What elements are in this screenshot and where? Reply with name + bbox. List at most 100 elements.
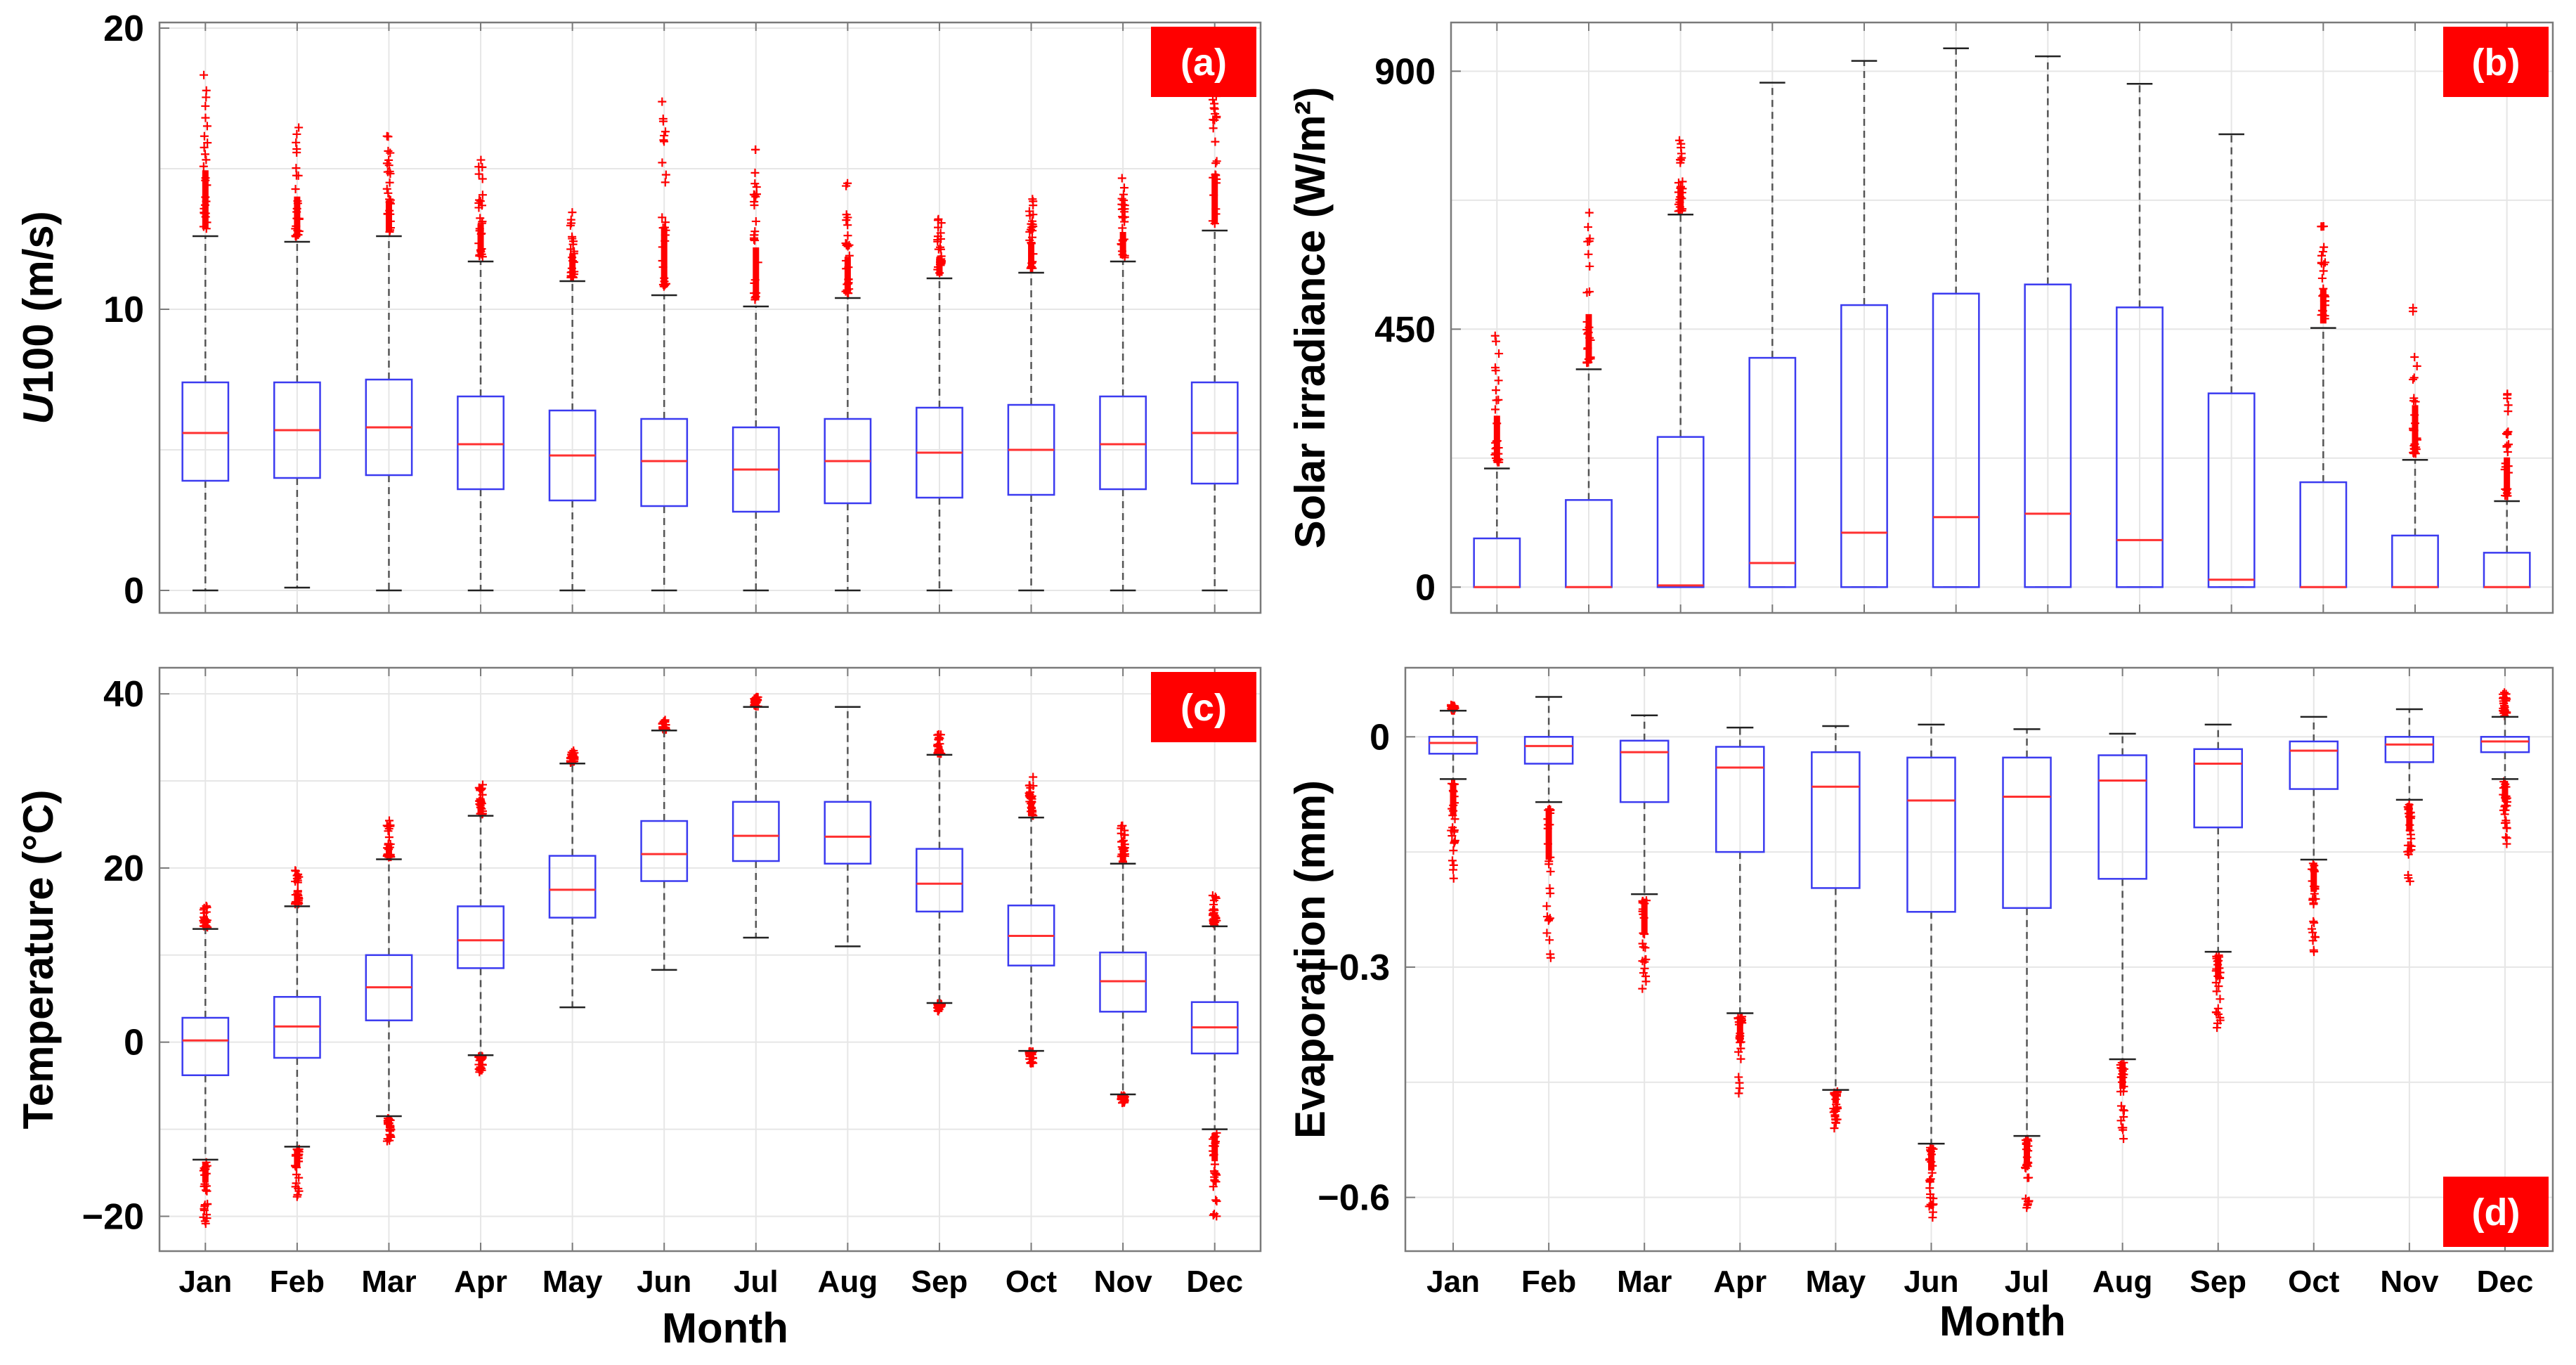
box-mar	[1619, 714, 1670, 993]
outlier-marker	[2024, 1197, 2033, 1206]
outlier-marker	[199, 162, 208, 171]
outlier-marker	[843, 231, 852, 240]
outlier-marker	[2116, 1101, 2126, 1111]
outlier-marker	[1211, 159, 1221, 168]
outlier-marker	[2409, 307, 2418, 316]
box-mar	[365, 816, 413, 1146]
outlier-marker	[385, 167, 394, 176]
outlier-marker	[385, 178, 394, 187]
outlier-marker	[294, 123, 304, 132]
outlier-marker	[1584, 223, 1593, 232]
y-tick-label: 10	[103, 290, 144, 330]
outlier-marker	[934, 223, 943, 232]
iqr-box	[2116, 306, 2164, 588]
outlier-marker	[750, 231, 759, 240]
outlier-marker	[1209, 124, 1218, 133]
outliers-low	[474, 1052, 487, 1077]
box-oct	[2289, 716, 2339, 957]
box-sep	[916, 214, 963, 592]
outliers-high	[1024, 195, 1038, 273]
outlier-marker	[1546, 953, 1555, 962]
outliers-low	[2308, 859, 2320, 957]
outlier-marker	[2319, 222, 2328, 231]
outlier-marker	[202, 1210, 211, 1219]
outlier-marker	[2502, 694, 2511, 704]
iqr-box	[731, 801, 780, 862]
outliers-low	[1447, 779, 1459, 883]
panel-label-badge	[1151, 672, 1256, 742]
outliers-low	[290, 1144, 304, 1201]
outlier-marker	[1495, 349, 1504, 358]
outlier-marker	[384, 132, 393, 141]
outlier-marker	[2500, 688, 2509, 697]
box-sep	[2207, 133, 2256, 588]
outliers-low	[1925, 1143, 1938, 1222]
y-axis-title: Evaporation (mm)	[1287, 780, 1334, 1139]
outlier-marker	[1210, 99, 1219, 108]
iqr-box	[1811, 751, 1861, 889]
outlier-marker	[658, 158, 667, 167]
y-tick-label: 900	[1374, 51, 1436, 92]
outlier-marker	[200, 1182, 209, 1191]
outliers-high	[1117, 821, 1130, 867]
outlier-marker	[2213, 1009, 2223, 1018]
box-jul	[731, 692, 780, 939]
panel-label: (b)	[2472, 41, 2520, 84]
outlier-marker	[2407, 841, 2416, 850]
iqr-box	[824, 801, 872, 865]
y-axis-title: U100 (m/s)	[15, 211, 62, 424]
outlier-marker	[2308, 928, 2317, 937]
outlier-marker	[384, 833, 393, 842]
y-tick-label: 0	[1370, 717, 1390, 758]
outliers-high	[841, 179, 854, 298]
outlier-marker	[476, 197, 485, 206]
outlier-marker	[1117, 821, 1126, 830]
outlier-marker	[1639, 969, 1648, 978]
y-tick-label: 20	[103, 848, 144, 889]
outlier-marker	[2502, 833, 2511, 842]
outlier-marker	[2320, 242, 2329, 252]
iqr-box	[457, 395, 505, 491]
panel-label: (a)	[1180, 41, 1227, 84]
outlier-marker	[2119, 1112, 2128, 1121]
y-tick-label: −0.6	[1318, 1178, 1390, 1219]
outlier-marker	[384, 816, 393, 825]
outliers-low	[1733, 1012, 1747, 1098]
box-sep	[2193, 723, 2243, 1033]
outlier-marker	[1491, 337, 1500, 346]
outlier-marker	[1641, 977, 1651, 986]
iqr-box	[1840, 304, 1888, 588]
outlier-marker	[1119, 196, 1128, 205]
outlier-marker	[382, 159, 391, 168]
outlier-marker	[382, 184, 391, 193]
outlier-marker	[843, 221, 852, 230]
outlier-marker	[1638, 984, 1647, 993]
outlier-marker	[658, 718, 668, 727]
y-tick-label: 0	[1415, 567, 1436, 608]
outlier-marker	[2214, 982, 2223, 991]
outliers-high	[1582, 208, 1595, 368]
outlier-marker	[1211, 1177, 1221, 1186]
outlier-marker	[384, 146, 393, 155]
outliers-high	[566, 746, 579, 767]
x-tick-label: Mar	[361, 1264, 416, 1299]
outlier-marker	[478, 780, 487, 789]
outlier-marker	[2502, 442, 2511, 451]
x-axis-title-right: Month	[1939, 1298, 2066, 1345]
outlier-marker	[475, 1064, 484, 1073]
x-tick-label: May	[1806, 1264, 1866, 1299]
outlier-marker	[2318, 247, 2327, 257]
outlier-marker	[843, 213, 852, 222]
outlier-marker	[1585, 287, 1594, 297]
outlier-marker	[2317, 273, 2327, 283]
iqr-box	[2024, 283, 2072, 588]
outlier-marker	[386, 820, 395, 829]
box-oct	[2299, 222, 2348, 588]
box-oct	[1007, 195, 1055, 592]
box-jan	[181, 70, 230, 592]
y-axis-title: Solar irradiance (W/m²)	[1287, 87, 1334, 549]
box-apr	[457, 780, 505, 1077]
x-tick-label: Feb	[1521, 1264, 1576, 1299]
x-tick-label: Dec	[2477, 1264, 2534, 1299]
outlier-marker	[200, 131, 209, 141]
